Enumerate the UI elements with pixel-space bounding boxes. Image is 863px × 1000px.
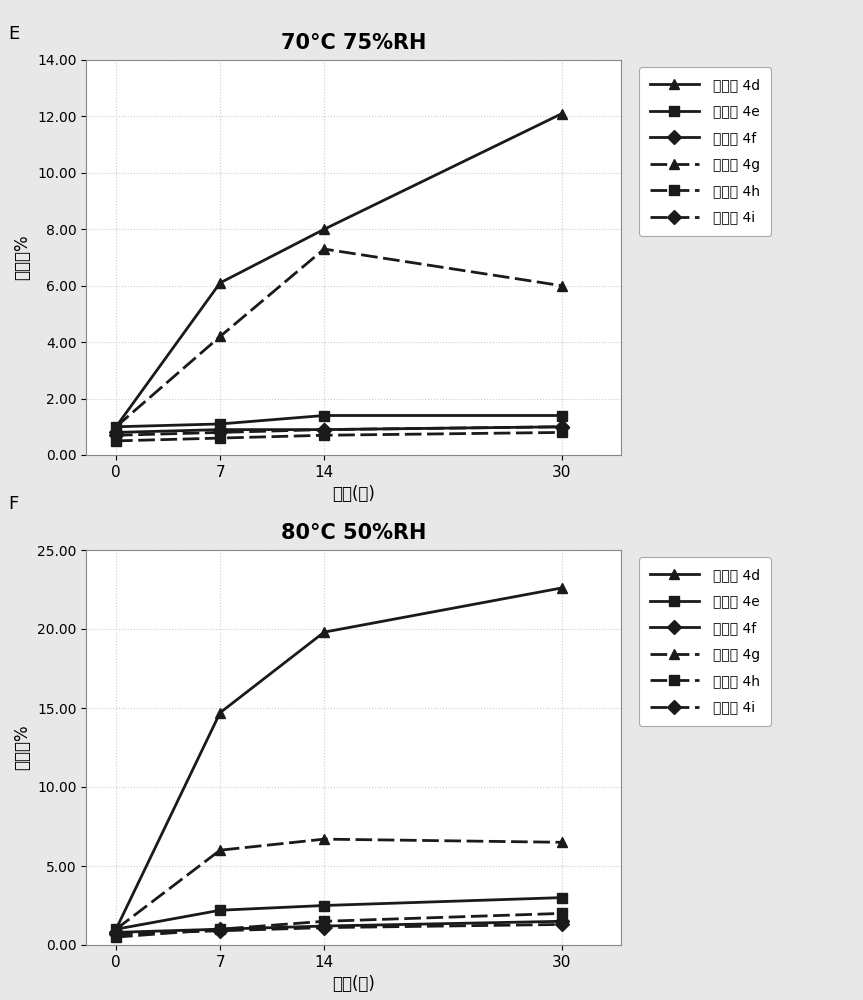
Text: E: E — [9, 25, 20, 43]
X-axis label: 时间(天): 时间(天) — [332, 975, 375, 993]
Y-axis label: 总降解%: 总降解% — [14, 725, 32, 770]
Legend: 实施例 4d, 实施例 4e, 实施例 4f, 实施例 4g, 实施例 4h, 实施例 4i: 实施例 4d, 实施例 4e, 实施例 4f, 实施例 4g, 实施例 4h, … — [639, 557, 771, 726]
Text: F: F — [9, 495, 19, 513]
Y-axis label: 总降解%: 总降解% — [14, 235, 32, 280]
Title: 70°C 75%RH: 70°C 75%RH — [281, 33, 426, 53]
Title: 80°C 50%RH: 80°C 50%RH — [281, 523, 426, 543]
X-axis label: 时间(天): 时间(天) — [332, 485, 375, 503]
Legend: 实施例 4d, 实施例 4e, 实施例 4f, 实施例 4g, 实施例 4h, 实施例 4i: 实施例 4d, 实施例 4e, 实施例 4f, 实施例 4g, 实施例 4h, … — [639, 67, 771, 236]
